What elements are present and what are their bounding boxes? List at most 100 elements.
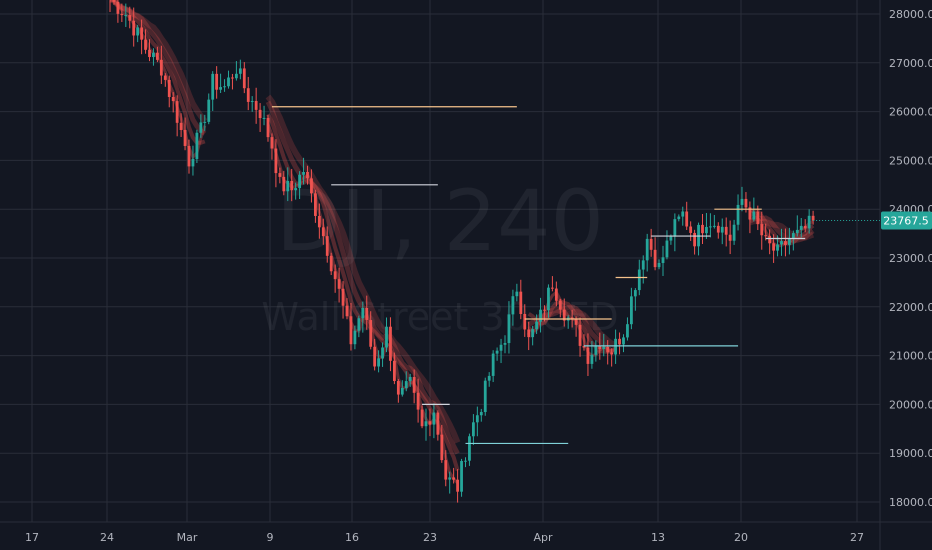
time-tick-label: Apr — [533, 531, 553, 544]
candle-body — [780, 241, 783, 245]
candle-body — [665, 240, 669, 258]
candle-body — [594, 346, 598, 355]
candle-body — [491, 353, 495, 376]
candle-body — [499, 344, 503, 351]
candle-body — [645, 238, 649, 261]
watermark-symbol: DJI, 240 — [276, 172, 604, 270]
candle-body — [337, 279, 341, 289]
candle-body — [333, 271, 337, 280]
candle-body — [590, 354, 594, 364]
candle-body — [673, 219, 677, 237]
candle-body — [195, 132, 199, 159]
candle-body — [219, 87, 222, 90]
candle-body — [420, 409, 424, 427]
candle-body — [764, 235, 768, 237]
time-tick-label: 13 — [651, 531, 665, 544]
symbol-watermark: DJI, 240 Wall Street 30 CFD — [261, 172, 618, 339]
time-tick-label: Mar — [177, 531, 198, 544]
candle-body — [132, 20, 136, 36]
candle-body — [606, 346, 610, 353]
candle-body — [495, 350, 499, 354]
candle-body — [357, 318, 361, 331]
candle-body — [558, 300, 562, 310]
candle-body — [736, 204, 740, 225]
candle-body — [258, 109, 262, 119]
candle-body — [456, 479, 459, 492]
candle-body — [321, 227, 325, 237]
candle-body — [302, 171, 305, 175]
candle-body — [349, 316, 353, 345]
candle-body — [389, 326, 392, 361]
candle-body — [487, 375, 491, 381]
candle-body — [270, 137, 274, 149]
candle-body — [124, 15, 128, 17]
candle-body — [444, 460, 448, 480]
candle-body — [262, 117, 266, 119]
last-price-box — [881, 211, 932, 230]
price-tick-label: 26000.0 — [889, 106, 932, 119]
candle-body — [128, 15, 132, 21]
candle-body — [294, 188, 298, 191]
candle-body — [286, 180, 290, 192]
candle-body — [120, 13, 124, 16]
candle-body — [424, 421, 428, 427]
candle-body — [622, 337, 625, 345]
last-price-tag: 23767.5 — [813, 211, 932, 230]
price-tick-label: 28000.0 — [889, 8, 932, 21]
candle-body — [290, 180, 294, 191]
ma-line — [527, 298, 617, 355]
candle-body — [353, 330, 357, 345]
time-tick-label: 24 — [100, 531, 114, 544]
price-axis[interactable]: 18000.0 19000.0 20000.0 21000.0 22000.0 23000… — [889, 8, 932, 509]
candle-body — [543, 309, 546, 311]
time-tick-label: 23 — [423, 531, 437, 544]
price-tick-label: 25000.0 — [889, 154, 932, 167]
candle-body — [669, 236, 673, 241]
candle-body — [685, 211, 689, 227]
candle-body — [784, 241, 787, 245]
time-tick-label: 27 — [850, 531, 864, 544]
candle-body — [614, 338, 617, 355]
candle-body — [602, 346, 606, 350]
candle-body — [483, 380, 487, 413]
candle-body — [791, 233, 795, 239]
candle-body — [744, 198, 748, 208]
price-tick-label: 21000.0 — [889, 350, 932, 363]
candle-body — [653, 249, 657, 268]
candle-body — [795, 229, 799, 234]
candle-body — [148, 49, 151, 58]
candle-body — [661, 257, 665, 264]
candle-body — [369, 320, 373, 347]
candle-body — [748, 207, 752, 220]
time-tick-label: 17 — [25, 531, 39, 544]
candle-body — [772, 243, 775, 251]
candle-body — [740, 198, 744, 205]
candle-body — [799, 225, 803, 230]
candle-body — [756, 211, 760, 225]
candle-body — [298, 174, 301, 189]
candle-body — [503, 343, 507, 345]
candle-body — [803, 225, 807, 229]
candle-body — [578, 324, 582, 346]
time-axis[interactable]: 17 24 Mar 9 16 23 Apr 13 20 27 — [25, 531, 864, 544]
candle-body — [274, 148, 278, 174]
candle-body — [235, 73, 238, 79]
candle-body — [586, 347, 590, 364]
candle-body — [373, 346, 377, 367]
candle-body — [705, 226, 708, 234]
candle-body — [574, 318, 578, 325]
candle-body — [341, 288, 345, 306]
candle-body — [187, 145, 191, 167]
candle-body — [452, 477, 456, 480]
candle-body — [716, 225, 720, 233]
candle-body — [712, 225, 716, 227]
candle-body — [242, 68, 246, 89]
candle-body — [116, 1, 120, 14]
candle-body — [183, 129, 187, 146]
candle-body — [112, 0, 116, 2]
candle-body — [179, 122, 183, 130]
price-levels — [271, 106, 806, 445]
candle-body — [203, 121, 207, 123]
